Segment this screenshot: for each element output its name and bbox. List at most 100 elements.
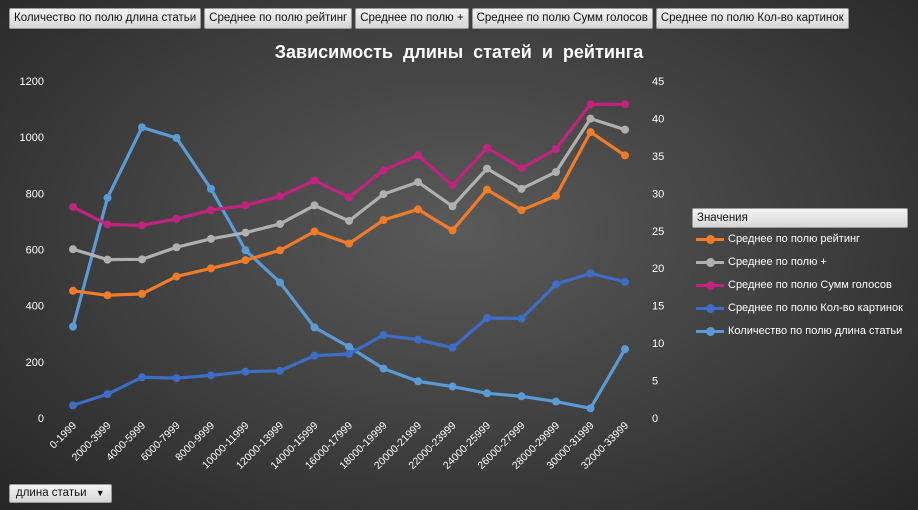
data-point: [276, 246, 284, 255]
data-point: [517, 184, 526, 193]
data-point: [448, 382, 457, 391]
series-line: [71, 125, 627, 410]
data-point: [138, 221, 146, 230]
data-point: [379, 166, 388, 175]
data-point: [448, 202, 457, 211]
data-point: [207, 371, 215, 380]
legend-swatch: [696, 258, 724, 267]
data-point: [241, 367, 250, 376]
series-line: [71, 102, 627, 227]
data-point: [345, 193, 353, 202]
right-axis-tick-label: 40: [652, 113, 664, 125]
data-point: [552, 280, 560, 289]
pivot-field-bar: Количество по полю длина статьи Среднее …: [9, 8, 849, 29]
legend-item-count: Количество по полю длина статьи: [692, 320, 908, 343]
data-point: [241, 201, 250, 210]
data-point: [103, 193, 112, 202]
data-point: [276, 219, 284, 228]
data-point: [586, 128, 595, 137]
right-axis-ticks: 0 5 10 15 20 25 30 35 40 45: [652, 76, 664, 425]
series-line: [71, 117, 627, 262]
data-point: [103, 220, 112, 229]
data-point: [345, 342, 353, 351]
left-axis-tick-label: 600: [26, 245, 44, 257]
data-point: [241, 228, 250, 237]
data-point: [69, 322, 77, 331]
data-point: [586, 114, 595, 123]
x-axis-tick-label: 0-1999: [48, 420, 80, 452]
data-point: [138, 123, 146, 132]
field-button-avg-plus[interactable]: Среднее по полю +: [355, 8, 469, 29]
right-axis-tick-label: 5: [652, 376, 658, 388]
legend-title[interactable]: Значения: [692, 208, 908, 228]
data-point: [379, 190, 388, 199]
right-axis-tick-label: 30: [652, 188, 664, 200]
data-point: [483, 314, 491, 323]
data-point: [414, 205, 422, 214]
data-point: [621, 345, 629, 354]
data-point: [276, 192, 284, 201]
data-point: [586, 100, 595, 109]
legend-item-plus: Среднее по полю +: [692, 251, 908, 274]
chart-title: Зависимость длины статей и рейтинга: [275, 42, 645, 62]
data-point: [103, 255, 112, 264]
x-axis-ticks: 0-19992000-39994000-59996000-79998000-99…: [48, 420, 632, 472]
data-point: [379, 216, 388, 225]
legend-label: Среднее по полю Сумм голосов: [728, 279, 892, 291]
field-button-avg-votes[interactable]: Среднее по полю Сумм голосов: [471, 8, 653, 29]
data-point: [552, 167, 560, 176]
data-point: [379, 364, 388, 373]
left-axis-tick-label: 1200: [20, 76, 44, 88]
data-point: [448, 181, 457, 190]
data-point: [552, 144, 560, 153]
data-point: [207, 206, 215, 215]
data-point: [138, 289, 146, 298]
data-point: [517, 206, 526, 215]
data-point: [69, 401, 77, 410]
data-point: [517, 164, 526, 173]
data-point: [138, 255, 146, 264]
legend: Значения Среднее по полю рейтинг Среднее…: [692, 208, 908, 343]
data-point: [621, 151, 629, 160]
data-point: [345, 216, 353, 225]
data-point: [172, 374, 181, 383]
data-point: [138, 373, 146, 382]
legend-label: Среднее по полю Кол-во картинок: [728, 302, 903, 314]
right-axis-tick-label: 45: [652, 76, 664, 88]
data-point: [586, 404, 595, 413]
field-button-count-length[interactable]: Количество по полю длина статьи: [9, 8, 202, 29]
data-point: [310, 176, 319, 185]
axis-field-label: длина статьи: [16, 487, 87, 499]
data-point: [241, 246, 250, 255]
legend-swatch: [696, 327, 724, 336]
axis-field-dropdown[interactable]: длина статьи ▼: [9, 484, 112, 503]
data-point: [207, 184, 215, 193]
data-point: [172, 272, 181, 281]
data-point: [276, 366, 284, 375]
field-button-avg-images[interactable]: Среднее по полю Кол-во картинок: [655, 8, 849, 29]
data-point: [517, 392, 526, 401]
data-point: [483, 185, 491, 194]
data-point: [483, 389, 491, 398]
left-axis-tick-label: 800: [26, 188, 44, 200]
data-point: [345, 349, 353, 358]
field-button-avg-rating[interactable]: Среднее по полю рейтинг: [204, 8, 353, 29]
data-point: [448, 343, 457, 352]
legend-swatch: [696, 235, 724, 244]
left-axis-ticks: 0 200 400 600 800 1000 1200: [20, 76, 44, 425]
data-point: [414, 335, 422, 344]
legend-item-images: Среднее по полю Кол-во картинок: [692, 297, 908, 320]
right-axis-tick-label: 25: [652, 226, 664, 238]
dropdown-arrow-icon: ▼: [95, 488, 105, 498]
right-axis-tick-label: 35: [652, 151, 664, 163]
data-point: [621, 100, 629, 109]
legend-swatch: [696, 304, 724, 313]
series-layer: [69, 100, 629, 413]
data-point: [483, 164, 491, 173]
data-point: [483, 143, 491, 152]
series-line: [71, 271, 627, 407]
left-axis-tick-label: 0: [38, 413, 44, 425]
data-point: [310, 351, 319, 360]
data-point: [552, 191, 560, 200]
data-point: [241, 256, 250, 265]
